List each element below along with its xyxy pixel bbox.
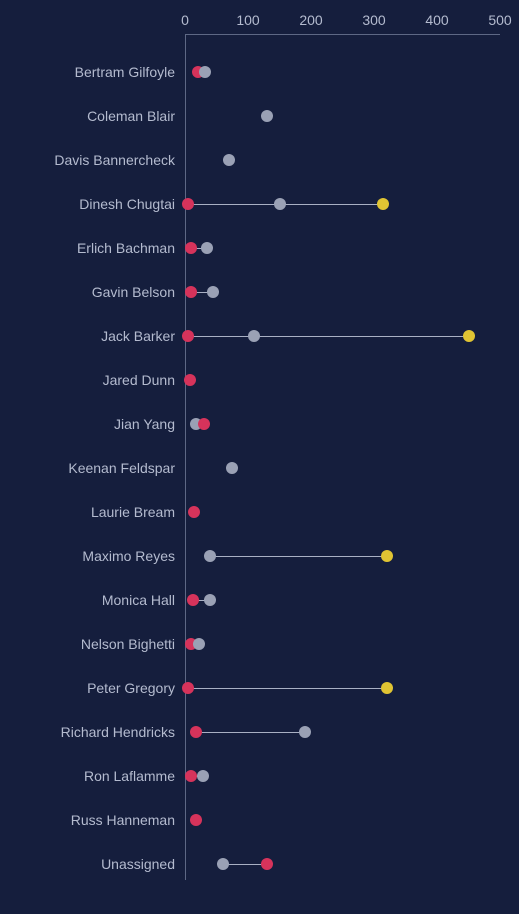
row-label: Jared Dunn xyxy=(103,372,175,388)
x-axis-tick-label: 300 xyxy=(362,12,385,28)
dot-range-chart: 0 100 200 300 400 500 Bertram Gilfoyle Coleman … xyxy=(0,0,519,914)
data-point xyxy=(184,374,196,386)
y-axis-line xyxy=(185,34,186,880)
x-axis-tick-label: 100 xyxy=(236,12,259,28)
data-point xyxy=(204,594,216,606)
row-connector xyxy=(188,688,386,689)
data-point xyxy=(217,858,229,870)
data-point xyxy=(190,726,202,738)
row-label: Nelson Bighetti xyxy=(81,636,175,652)
row-label: Bertram Gilfoyle xyxy=(75,64,175,80)
data-point xyxy=(381,682,393,694)
row-label: Gavin Belson xyxy=(92,284,175,300)
data-point xyxy=(199,66,211,78)
data-point xyxy=(299,726,311,738)
data-point xyxy=(377,198,389,210)
row-label: Jack Barker xyxy=(101,328,175,344)
x-axis-tick-label: 400 xyxy=(425,12,448,28)
row-label: Davis Bannercheck xyxy=(54,152,175,168)
data-point xyxy=(207,286,219,298)
x-axis-tick-label: 0 xyxy=(181,12,189,28)
x-axis-line xyxy=(185,34,500,35)
row-label: Russ Hanneman xyxy=(71,812,175,828)
data-point xyxy=(197,770,209,782)
data-point xyxy=(182,682,194,694)
data-point xyxy=(463,330,475,342)
row-label: Ron Laflamme xyxy=(84,768,175,784)
row-label: Richard Hendricks xyxy=(61,724,175,740)
data-point xyxy=(193,638,205,650)
row-label: Unassigned xyxy=(101,856,175,872)
data-point xyxy=(226,462,238,474)
data-point xyxy=(261,858,273,870)
row-connector xyxy=(210,556,386,557)
data-point xyxy=(223,154,235,166)
row-label: Erlich Bachman xyxy=(77,240,175,256)
data-point xyxy=(261,110,273,122)
row-label: Dinesh Chugtai xyxy=(79,196,175,212)
row-connector xyxy=(188,336,468,337)
data-point xyxy=(188,506,200,518)
data-point xyxy=(185,242,197,254)
x-axis-tick-label: 200 xyxy=(299,12,322,28)
data-point xyxy=(185,286,197,298)
row-label: Peter Gregory xyxy=(87,680,175,696)
x-axis-tick-label: 500 xyxy=(488,12,511,28)
row-label: Coleman Blair xyxy=(87,108,175,124)
row-connector xyxy=(196,732,304,733)
data-point xyxy=(248,330,260,342)
data-point xyxy=(198,418,210,430)
data-point xyxy=(381,550,393,562)
data-point xyxy=(201,242,213,254)
data-point xyxy=(204,550,216,562)
data-point xyxy=(185,770,197,782)
row-label: Keenan Feldspar xyxy=(68,460,175,476)
row-connector xyxy=(188,204,383,205)
data-point xyxy=(190,814,202,826)
data-point xyxy=(182,330,194,342)
data-point xyxy=(274,198,286,210)
row-label: Monica Hall xyxy=(102,592,175,608)
row-label: Jian Yang xyxy=(114,416,175,432)
row-label: Maximo Reyes xyxy=(82,548,175,564)
data-point xyxy=(182,198,194,210)
data-point xyxy=(187,594,199,606)
row-label: Laurie Bream xyxy=(91,504,175,520)
